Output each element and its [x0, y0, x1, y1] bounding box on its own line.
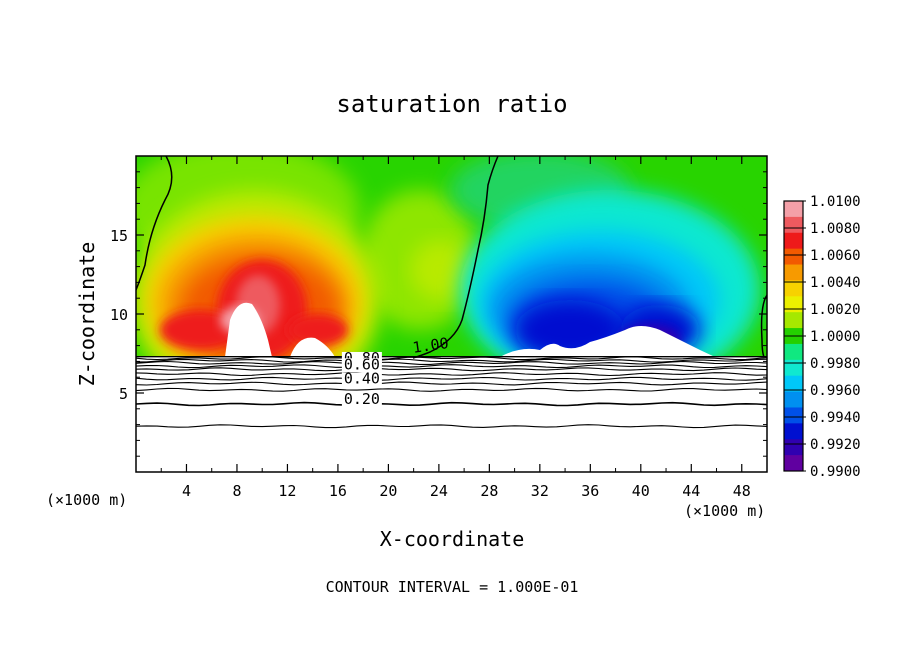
x-tick-label: 24 — [430, 482, 448, 500]
colorbar-swatch — [784, 359, 803, 377]
colorbar-swatch — [784, 423, 803, 440]
colorbar-swatch — [784, 343, 803, 361]
colorbar-swatch — [784, 391, 803, 408]
contour-label: 0.20 — [344, 390, 380, 408]
contour-line — [136, 360, 767, 365]
colorbar-label: 0.9900 — [810, 464, 861, 480]
y-axis-label: Z-coordinate — [75, 242, 99, 387]
chart-title: saturation ratio — [336, 90, 567, 118]
colorbar-swatch — [784, 201, 803, 218]
contour-label-bg — [341, 393, 382, 407]
colorbar-swatch — [784, 312, 803, 329]
contour-label-bg — [341, 372, 382, 386]
colorbar-swatch — [784, 248, 803, 266]
contour-label-bg — [341, 358, 382, 372]
contour-line — [136, 356, 767, 361]
colorbar — [783, 200, 804, 472]
colorbar-swatch — [784, 455, 803, 472]
x-tick-label: 20 — [379, 482, 397, 500]
colorbar-swatch — [784, 216, 803, 234]
colorbar-labels: 1.0100 1.0080 1.0060 1.0040 1.0020 1.0000 0.99… — [784, 194, 861, 480]
colorbar-swatch — [784, 407, 803, 424]
colorbar-label: 1.0000 — [810, 329, 861, 345]
contour-label: 0.40 — [344, 370, 380, 388]
contour-line — [136, 381, 767, 386]
y-tick-label: 15 — [110, 227, 128, 245]
contour-line — [136, 367, 767, 372]
colorbar-label: 1.0020 — [810, 302, 861, 318]
contour-line — [136, 358, 767, 363]
contour-line — [136, 424, 767, 429]
contour-line — [136, 401, 767, 407]
colorbar-swatch — [784, 264, 803, 281]
y-tick-label: 10 — [110, 306, 128, 324]
colorbar-label: 0.9940 — [810, 410, 861, 426]
colorbar-label: 1.0040 — [810, 275, 861, 291]
colorbar-swatch — [784, 439, 803, 456]
contour-line — [136, 387, 767, 392]
saturation-field — [136, 156, 767, 472]
x-tick-label: 12 — [278, 482, 296, 500]
x-tick-label: 36 — [581, 482, 599, 500]
contour-interval-note: CONTOUR INTERVAL = 1.000E-01 — [326, 578, 579, 596]
colorbar-label: 1.0100 — [810, 194, 861, 210]
contour-line — [136, 376, 767, 381]
x-unit-left: (×1000 m) — [46, 491, 127, 509]
colorbar-label: 0.9920 — [810, 437, 861, 453]
x-tick-label: 40 — [632, 482, 650, 500]
contour-line — [136, 372, 767, 377]
y-tick-label: 5 — [119, 385, 128, 403]
colorbar-swatch — [784, 232, 803, 250]
colorbar-swatch — [784, 375, 803, 393]
colorbar-swatch — [784, 296, 803, 313]
x-tick-label: 32 — [531, 482, 549, 500]
y-axis-ticks: 5 10 15 — [110, 171, 767, 457]
x-tick-label: 4 — [182, 482, 191, 500]
x-unit-right: (×1000 m) — [684, 502, 765, 520]
x-tick-label: 16 — [329, 482, 347, 500]
x-axis-label: X-coordinate — [380, 527, 525, 551]
contour-line — [136, 364, 767, 369]
contour-label: 0.60 — [344, 355, 380, 373]
contour-lines — [136, 355, 767, 429]
colorbar-label: 1.0060 — [810, 248, 861, 264]
x-tick-label: 28 — [480, 482, 498, 500]
colorbar-label: 1.0080 — [810, 221, 861, 237]
contour-labels: 1.000.800.600.400.20 — [341, 334, 450, 408]
colorbar-label: 0.9960 — [810, 383, 861, 399]
x-axis-ticks: 4 8 12 16 20 24 28 32 36 40 44 48 — [160, 156, 751, 500]
colorbar-swatch — [784, 280, 803, 297]
x-tick-label: 44 — [682, 482, 700, 500]
saturation-contour-1-00 — [136, 156, 767, 359]
x-tick-label: 48 — [733, 482, 751, 500]
colorbar-label: 0.9980 — [810, 356, 861, 372]
contour-label: 1.00 — [411, 334, 449, 357]
x-tick-label: 8 — [232, 482, 241, 500]
